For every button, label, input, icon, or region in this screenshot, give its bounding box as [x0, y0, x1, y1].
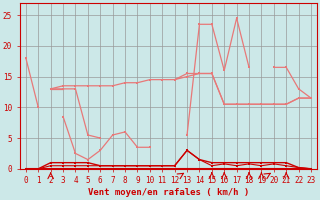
X-axis label: Vent moyen/en rafales ( km/h ): Vent moyen/en rafales ( km/h )	[88, 188, 249, 197]
